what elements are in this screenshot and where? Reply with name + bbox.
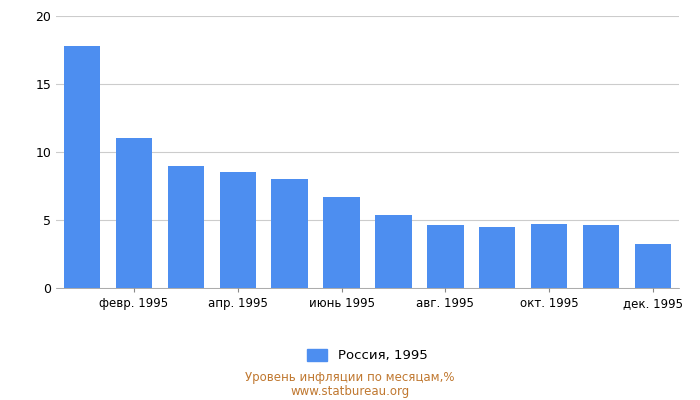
Bar [583, 226, 620, 288]
Bar [323, 197, 360, 288]
Bar [272, 179, 308, 288]
Bar [64, 46, 100, 288]
Text: www.statbureau.org: www.statbureau.org [290, 386, 410, 398]
Bar [635, 244, 671, 288]
Bar [167, 166, 204, 288]
Legend: Россия, 1995: Россия, 1995 [302, 344, 433, 368]
Text: Уровень инфляции по месяцам,%: Уровень инфляции по месяцам,% [245, 372, 455, 384]
Bar [531, 224, 568, 288]
Bar [375, 214, 412, 288]
Bar [427, 226, 463, 288]
Bar [479, 227, 515, 288]
Bar [116, 138, 152, 288]
Bar [220, 172, 256, 288]
